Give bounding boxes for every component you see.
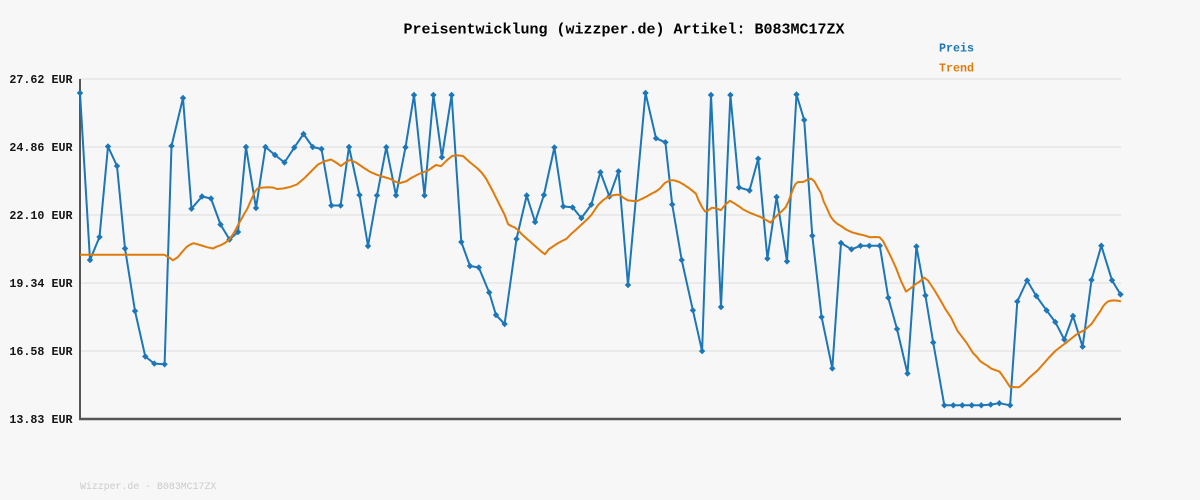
- svg-text:13.83 EUR: 13.83 EUR: [9, 413, 72, 427]
- svg-text:Trend: Trend: [939, 62, 974, 76]
- svg-text:22.10 EUR: 22.10 EUR: [9, 209, 72, 223]
- svg-text:24.86 EUR: 24.86 EUR: [9, 141, 72, 155]
- svg-text:27.62 EUR: 27.62 EUR: [9, 73, 72, 87]
- svg-text:Preisentwicklung (wizzper.de): Preisentwicklung (wizzper.de) Artikel: B…: [403, 22, 844, 39]
- svg-text:19.34 EUR: 19.34 EUR: [9, 277, 72, 291]
- svg-text:16.58 EUR: 16.58 EUR: [9, 345, 72, 359]
- svg-text:Wizzper.de - B083MC17ZX: Wizzper.de - B083MC17ZX: [80, 481, 216, 492]
- svg-text:Preis: Preis: [939, 42, 974, 56]
